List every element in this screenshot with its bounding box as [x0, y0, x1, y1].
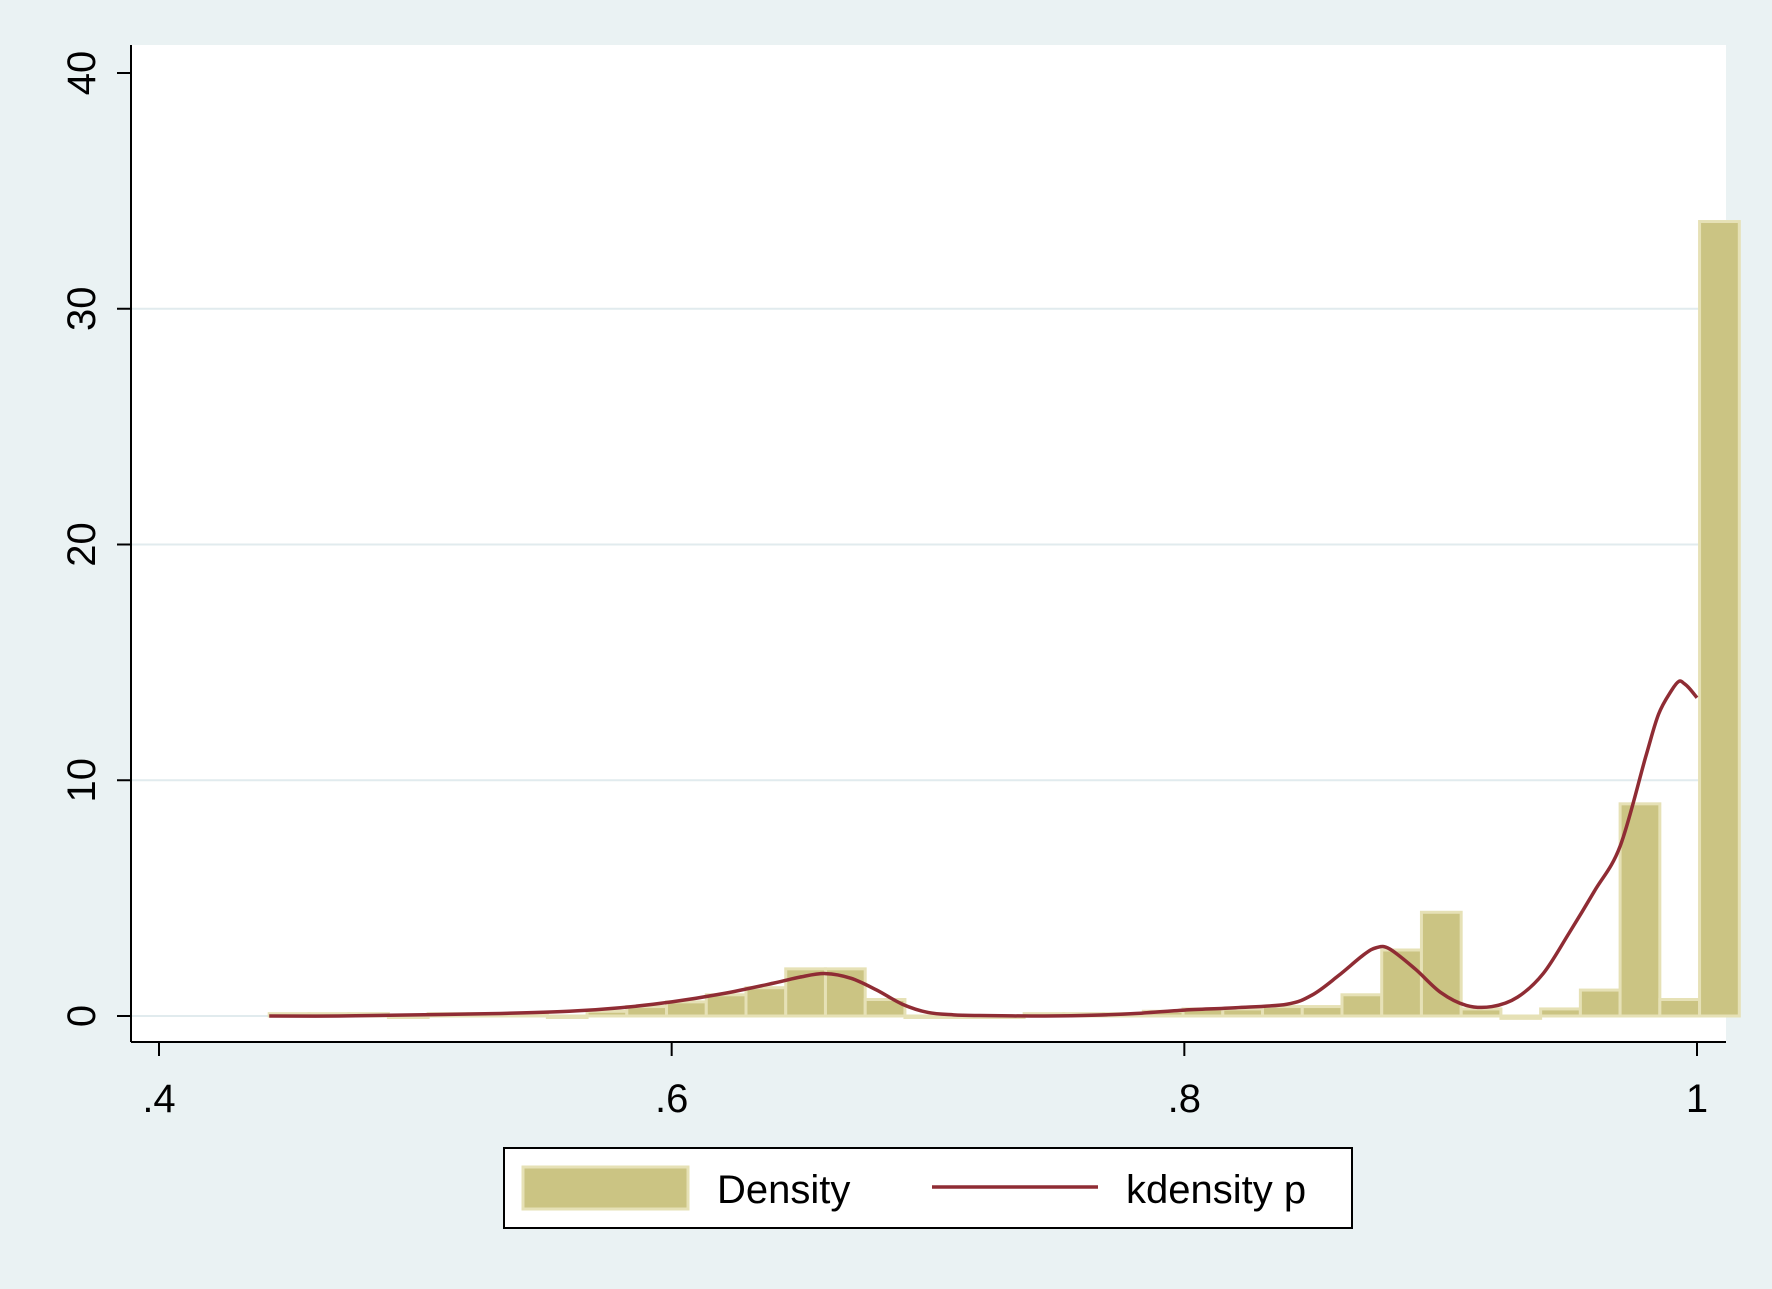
density-bars: [267, 220, 1741, 1020]
x-tick-label: .4: [142, 1077, 175, 1121]
x-tick-label: 1: [1686, 1077, 1708, 1121]
y-tick-label: 30: [60, 287, 104, 332]
y-tick-label: 20: [60, 522, 104, 567]
density-bar: [1340, 993, 1384, 1018]
density-bar: [665, 1000, 708, 1018]
density-bar: [704, 993, 748, 1018]
x-tick-label: .6: [655, 1077, 688, 1121]
density-bar: [1261, 1005, 1304, 1018]
y-tick-label: 40: [60, 51, 104, 96]
density-bar: [1618, 802, 1662, 1018]
y-tick-label: 10: [60, 758, 104, 803]
density-bar: [1380, 948, 1423, 1018]
legend-kdensity-label: kdensity p: [1126, 1168, 1306, 1212]
density-bar: [585, 1009, 629, 1018]
legend-density-swatch: [521, 1165, 690, 1211]
y-ticks: 0 10 20 30 40: [60, 51, 131, 1027]
density-bar: [863, 997, 907, 1018]
legend: Density kdensity p: [503, 1147, 1353, 1229]
density-bar: [823, 967, 867, 1018]
density-bar: [1658, 997, 1702, 1018]
density-bar: [1539, 1007, 1582, 1018]
kdensity-curve: [269, 679, 1699, 1018]
density-bar: [545, 1014, 589, 1019]
y-tick-label: 0: [60, 1005, 104, 1027]
x-ticks: .4 .6 .8 1: [142, 1042, 1708, 1121]
density-bar: [1459, 1007, 1503, 1018]
x-tick-label: .8: [1168, 1077, 1201, 1121]
density-bar: [1221, 1007, 1265, 1018]
density-bar: [1578, 988, 1622, 1018]
density-bar: [1698, 220, 1741, 1018]
density-bar: [903, 1014, 947, 1019]
density-bar: [744, 986, 788, 1018]
legend-density-label: Density: [717, 1168, 850, 1212]
kdensity-line: [269, 679, 1699, 1018]
density-bar: [1499, 1014, 1543, 1020]
density-bar: [1300, 1005, 1344, 1018]
density-bar: [1419, 910, 1463, 1018]
